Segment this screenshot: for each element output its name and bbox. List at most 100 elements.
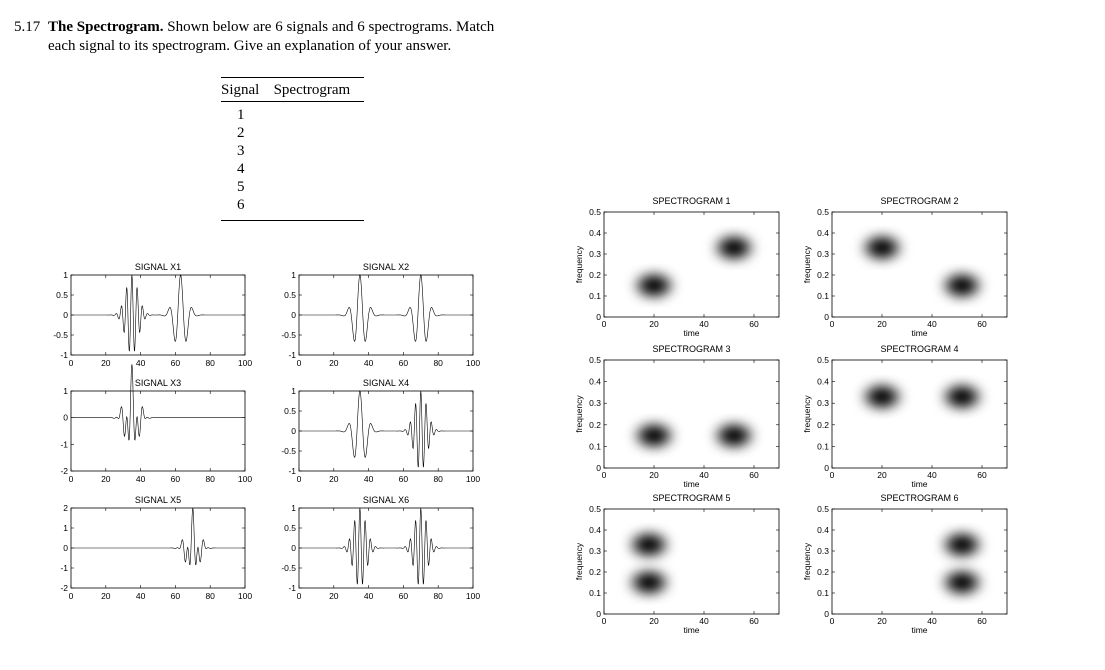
x-tick-label: 60 [977, 470, 987, 480]
x-tick-label: 20 [101, 591, 111, 601]
y-tick-label: 0 [596, 463, 601, 473]
plot-title: SIGNAL X1 [135, 262, 181, 272]
x-tick-label: 60 [171, 591, 181, 601]
y-tick-label: 0.5 [56, 290, 68, 300]
y-tick-label: 0.4 [817, 377, 829, 387]
plot-title: SIGNAL X5 [135, 495, 181, 505]
y-tick-label: 0.5 [589, 207, 601, 217]
y-tick-label: 0.3 [589, 398, 601, 408]
heatmap-blob [718, 424, 750, 447]
y-tick-label: 0.2 [817, 567, 829, 577]
axes-frame [831, 211, 1008, 318]
signal-number: 1 [237, 107, 245, 123]
y-tick-label: 0.4 [817, 228, 829, 238]
signal-plot-3: SIGNAL X3 0 20 40 60 80 100 1 0 -1 -2 [60, 364, 252, 484]
problem-number: 5.17 [14, 19, 41, 35]
x-tick-label: 0 [297, 358, 302, 368]
spectrogram-plot-6: SPECTROGRAM 6 0 20 40 60 0 0.1 0.2 0.3 0.4 0.5 time… [802, 493, 1008, 635]
heatmap-blob [718, 236, 750, 259]
spectrogram-plot-4: SPECTROGRAM 4 0 20 40 60 0 0.1 0.2 0.3 0.4 0.5 time… [802, 344, 1008, 489]
problem-text-2: each signal to its spectrogram. Give an … [48, 38, 452, 54]
axes-frame [831, 359, 1008, 469]
plot-title: SIGNAL X6 [363, 495, 409, 505]
series-line [299, 507, 473, 585]
y-tick-label: 0 [824, 463, 829, 473]
x-tick-label: 80 [205, 358, 215, 368]
heatmap-background [604, 212, 779, 317]
y-tick-label: 0.5 [284, 290, 296, 300]
y-tick-label: -1 [60, 439, 68, 449]
problem-statement: 5.17 The Spectrogram. Shown below are 6 s… [14, 18, 614, 56]
y-tick-label: 0 [596, 312, 601, 322]
header-spectrogram: Spectrogram [265, 77, 364, 102]
heatmap-blob [633, 533, 665, 556]
x-tick-label: 80 [205, 591, 215, 601]
heatmap-background [604, 360, 779, 468]
signal-plot-1: SIGNAL X1 0 20 40 60 80 100 1 0.5 0 -0.5 -1 [53, 262, 252, 368]
series-line [71, 507, 245, 566]
x-tick-label: 100 [466, 591, 480, 601]
x-tick-label: 80 [205, 474, 215, 484]
y-tick-label: 1 [291, 270, 296, 280]
y-tick-label: 0.5 [284, 523, 296, 533]
x-tick-label: 0 [69, 358, 74, 368]
plot-title: SIGNAL X2 [363, 262, 409, 272]
y-tick-label: -1 [288, 583, 296, 593]
table-row: 4 [221, 160, 364, 178]
x-tick-label: 0 [830, 470, 835, 480]
axes-frame [603, 508, 780, 615]
x-tick-label: 60 [399, 474, 409, 484]
problem-title: The Spectrogram. [48, 19, 164, 35]
heatmap-background [832, 509, 1007, 614]
axes-frame [603, 211, 780, 318]
heatmap-area [604, 212, 779, 317]
x-tick-label: 100 [466, 474, 480, 484]
y-tick-label: 0.1 [589, 588, 601, 598]
x-tick-label: 60 [749, 319, 759, 329]
x-tick-label: 0 [602, 616, 607, 626]
signal-plot-5: SIGNAL X5 0 20 40 60 80 100 2 1 0 -1 -2 [60, 495, 252, 601]
y-tick-label: 1 [63, 270, 68, 280]
problem-text-1: Shown below are 6 signals and 6 spectrog… [167, 19, 495, 35]
heatmap-area [832, 509, 1007, 614]
x-axis-label: time [911, 328, 927, 338]
y-tick-label: 0.5 [284, 406, 296, 416]
signal-number: 6 [237, 197, 245, 213]
axes-frame [831, 508, 1008, 615]
y-tick-label: 0 [291, 426, 296, 436]
x-tick-label: 100 [238, 474, 252, 484]
x-tick-label: 0 [830, 616, 835, 626]
heatmap-blob [633, 571, 665, 594]
x-tick-label: 60 [977, 616, 987, 626]
y-tick-label: 0.2 [589, 420, 601, 430]
x-tick-label: 40 [136, 474, 146, 484]
x-tick-label: 80 [433, 591, 443, 601]
x-axis-label: time [683, 328, 699, 338]
y-tick-label: 1 [63, 523, 68, 533]
x-tick-label: 40 [364, 591, 374, 601]
heatmap-area [832, 212, 1007, 317]
x-tick-label: 0 [297, 474, 302, 484]
x-tick-label: 0 [297, 591, 302, 601]
x-tick-label: 20 [877, 616, 887, 626]
table-row: 1 [221, 102, 364, 125]
series-line [299, 274, 473, 342]
y-tick-label: 0.4 [589, 377, 601, 387]
x-tick-label: 20 [877, 319, 887, 329]
heatmap-blob [866, 385, 898, 408]
spectrogram-plot-5: SPECTROGRAM 5 0 20 40 60 0 0.1 0.2 0.3 0.4 0.5 time… [574, 493, 780, 635]
problem-line-1: 5.17 The Spectrogram. Shown below are 6 s… [14, 18, 614, 37]
spectrogram-plot-3: SPECTROGRAM 3 0 20 40 60 0 0.1 0.2 0.3 0.4 0.5 time… [574, 344, 780, 489]
x-tick-label: 0 [602, 319, 607, 329]
y-tick-label: 0.2 [817, 270, 829, 280]
x-tick-label: 80 [433, 358, 443, 368]
y-tick-label: 0.4 [817, 525, 829, 535]
y-tick-label: 0.1 [589, 291, 601, 301]
table-row: 2 [221, 124, 364, 142]
plot-title: SPECTROGRAM 2 [880, 196, 958, 206]
y-tick-label: 0.5 [817, 504, 829, 514]
x-tick-label: 20 [649, 470, 659, 480]
y-tick-label: -0.5 [281, 330, 296, 340]
x-tick-label: 40 [927, 470, 937, 480]
